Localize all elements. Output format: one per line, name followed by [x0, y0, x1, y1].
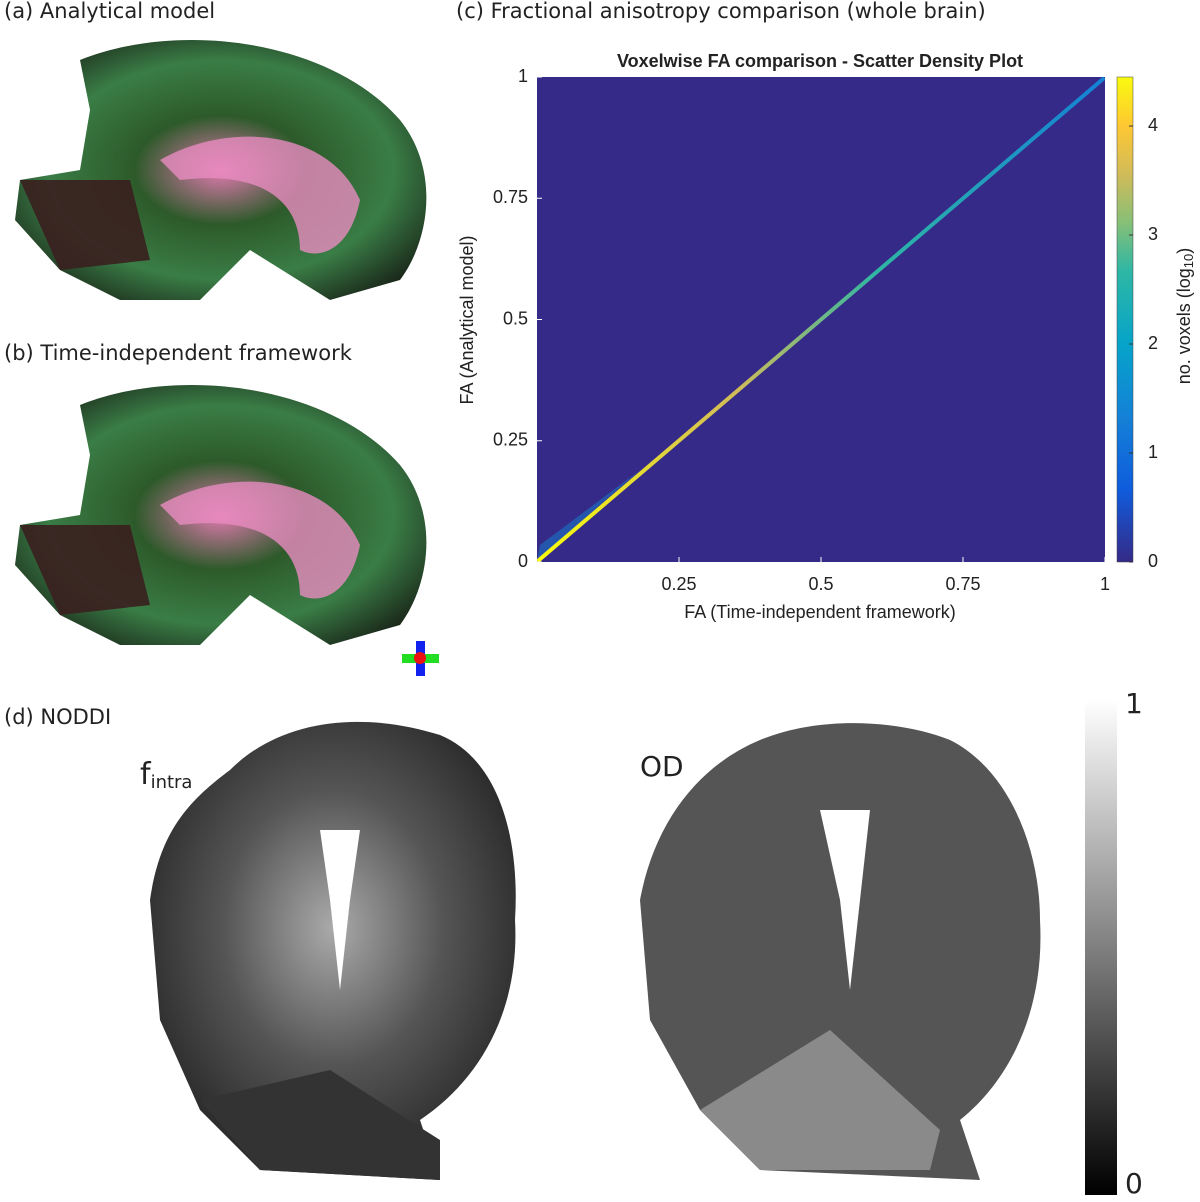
y-tick-label: 0.5: [503, 308, 528, 328]
coronal-map-od: [640, 723, 1041, 1180]
panel-label: (d) NODDI: [4, 705, 111, 729]
gray-colorbar-tick-label: 0: [1125, 1167, 1143, 1200]
x-tick-label: 1: [1100, 574, 1110, 594]
x-tick-label: 0.25: [661, 574, 696, 594]
y-tick-label: 0.25: [493, 430, 528, 450]
map-label: OD: [640, 750, 684, 783]
y-tick-label: 1: [518, 66, 528, 86]
colorbar-tick-label: 1: [1148, 442, 1158, 462]
colorbar: [1116, 76, 1134, 563]
map-label: fintra: [140, 757, 192, 794]
sagittal-brain-b: [15, 385, 427, 645]
y-axis-label: FA (Analytical model): [457, 235, 477, 404]
colorbar-tick-label: 3: [1148, 224, 1158, 244]
gray-colorbar: [1085, 700, 1117, 1195]
sagittal-brain-a: [15, 40, 427, 300]
panel-label: (a) Analytical model: [4, 0, 215, 23]
coronal-map-fintra: [150, 721, 516, 1180]
map-label-main: f: [140, 757, 152, 792]
x-axis-label: FA (Time-independent framework): [684, 602, 955, 622]
colorbar-tick-label: 2: [1148, 333, 1158, 353]
chart-title: Voxelwise FA comparison - Scatter Densit…: [617, 51, 1023, 71]
panel-label: (c) Fractional anisotropy comparison (wh…: [456, 0, 986, 23]
panel-label: (b) Time-independent framework: [4, 341, 353, 365]
y-tick-label: 0.75: [493, 187, 528, 207]
colorbar-label-text: no. voxels (log: [1174, 268, 1194, 384]
colorbar-tick-label: 4: [1148, 115, 1158, 135]
orientation-icon: [402, 641, 439, 676]
y-tick-label: 0: [518, 551, 528, 571]
colorbar-label-end: ): [1174, 248, 1194, 254]
gray-colorbar-tick-label: 1: [1125, 687, 1143, 720]
colorbar-label: no. voxels (log10): [1174, 248, 1197, 385]
colorbar-tick-label: 0: [1148, 551, 1158, 571]
map-label-sub: intra: [151, 772, 193, 793]
x-tick-label: 0.75: [945, 574, 980, 594]
colorbar-label-sub: 10: [1181, 254, 1196, 268]
density-plot: [537, 76, 1134, 563]
x-tick-label: 0.5: [808, 574, 833, 594]
